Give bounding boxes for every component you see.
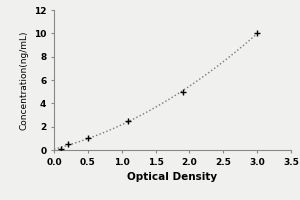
X-axis label: Optical Density: Optical Density <box>128 172 218 182</box>
Y-axis label: Concentration(ng/mL): Concentration(ng/mL) <box>19 30 28 130</box>
